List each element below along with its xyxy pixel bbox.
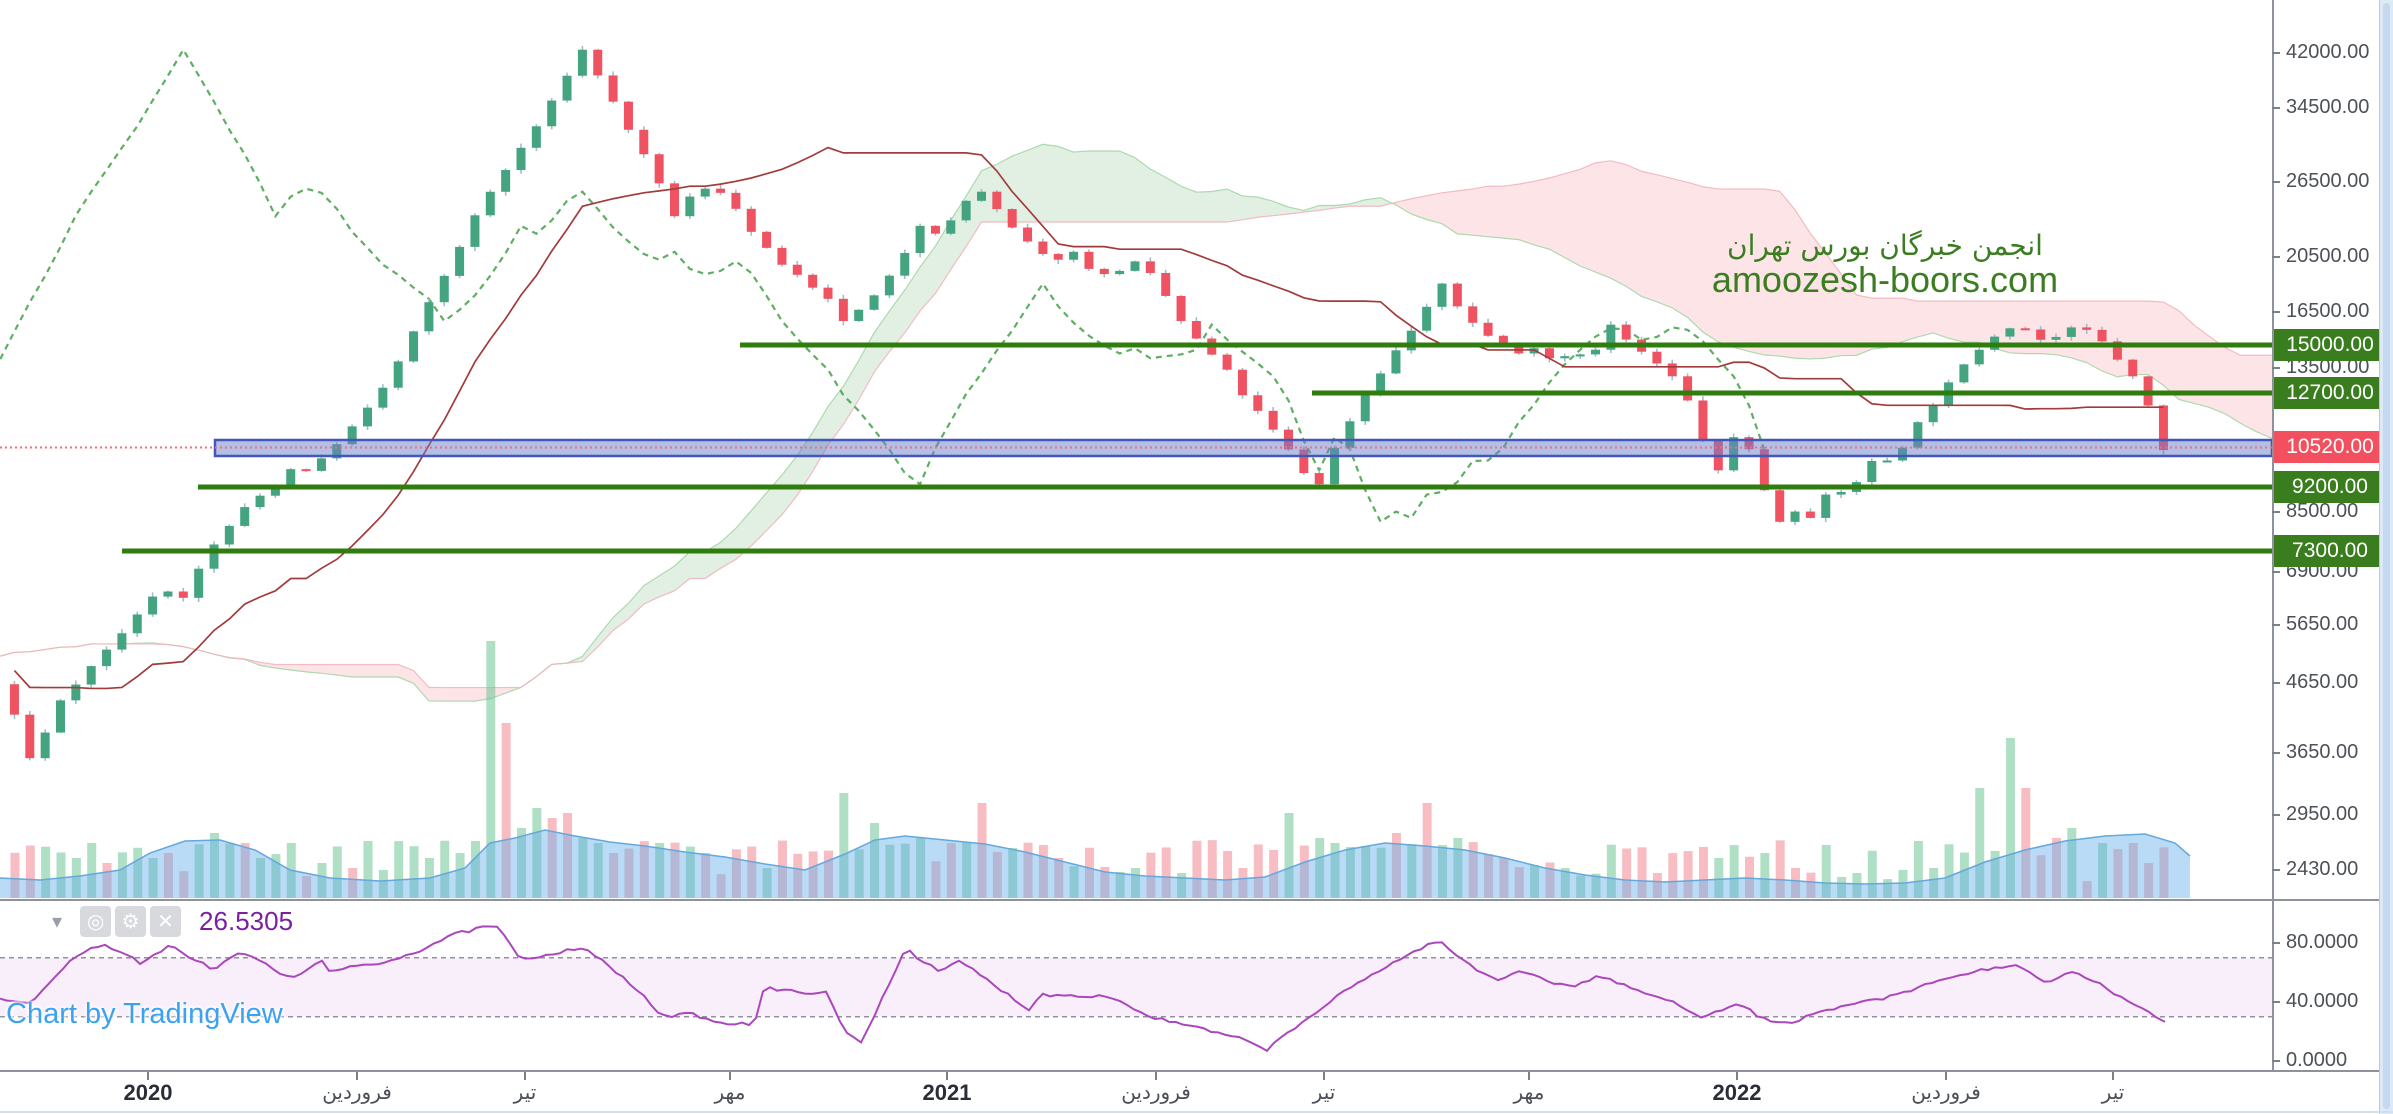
y-axis-tick [2272,52,2280,54]
x-axis-label: فروردین [1121,1082,1191,1104]
pane-separator[interactable] [0,899,2393,901]
rsi-pane[interactable] [0,925,2272,1053]
y-axis-tick [2272,367,2280,369]
watermark-line1: انجمن خبرگان بورس تهران [1727,229,2043,262]
price-line-label: 10520.00 [2274,431,2386,463]
price-zone-rectangle[interactable] [213,438,2272,458]
y-axis-tick [2272,511,2280,513]
right-scroll-strip[interactable] [2379,0,2393,1114]
y-axis-label: 16500.00 [2286,300,2370,322]
x-axis-tick [1323,1072,1325,1080]
watermark: انجمن خبرگان بورس تهران amoozesh-boors.c… [1690,230,2080,298]
volume-ma-area [0,830,2190,898]
y-axis-tick [2272,814,2280,816]
x-axis-tick [946,1072,948,1080]
rsi-value: 26.5305 [199,906,294,936]
x-axis-label: فروردین [1911,1082,1981,1104]
tradingview-credit-link[interactable]: Chart by TradingView [6,998,283,1030]
y-axis-tick [2272,1060,2280,1062]
y-axis-label: 26500.00 [2286,170,2370,192]
y-axis-tick [2272,311,2280,313]
x-axis-tick [356,1072,358,1080]
x-axis-label: تیر [2101,1082,2125,1104]
price-line-label: 9200.00 [2274,471,2386,503]
volume-bars [10,641,2169,898]
y-axis-tick [2272,107,2280,109]
y-axis-tick [2272,624,2280,626]
y-axis-label: 40.0000 [2286,990,2359,1012]
time-axis-border [0,1070,2393,1072]
close-icon[interactable]: ✕ [150,906,182,937]
collapse-pane-icon[interactable]: ▾ [52,911,63,933]
price-axis-border [2272,0,2274,1071]
y-axis-tick [2272,682,2280,684]
y-axis-label: 5650.00 [2286,613,2359,635]
x-axis-label: مهر [714,1082,746,1104]
y-axis-label: 80.0000 [2286,931,2359,953]
x-axis-label: تیر [513,1082,537,1104]
y-axis-label: 42000.00 [2286,41,2370,63]
x-axis-tick [1736,1072,1738,1080]
price-line-label: 12700.00 [2274,377,2386,409]
main-chart-pane[interactable] [0,45,2286,898]
x-axis-label: مهر [1513,1082,1545,1104]
x-axis-tick [729,1072,731,1080]
senkou-a-line [0,143,2272,702]
y-axis-label: 2430.00 [2286,858,2359,880]
y-axis-label: 20500.00 [2286,245,2370,267]
y-axis-label: 4650.00 [2286,671,2359,693]
senkou-b-line [0,160,2272,689]
watermark-line2: amoozesh-boors.com [1711,259,2059,300]
rsi-band [0,957,2272,1017]
y-axis-label: 34500.00 [2286,96,2370,118]
x-axis-tick [1528,1072,1530,1080]
x-axis-tick [524,1072,526,1080]
y-axis-tick [2272,942,2280,944]
x-axis-tick [1945,1072,1947,1080]
x-axis-tick [2112,1072,2114,1080]
y-axis-tick [2272,256,2280,258]
y-axis-label: 8500.00 [2286,500,2359,522]
x-axis-tick [147,1072,149,1080]
x-axis-label: فروردین [322,1082,392,1104]
price-line-label: 7300.00 [2274,535,2386,567]
y-axis-tick [2272,1001,2280,1003]
rsi-line [0,925,2166,1053]
y-axis-tick [2272,752,2280,754]
visibility-icon[interactable]: ◎ [80,906,112,937]
x-axis-label: 2020 [123,1080,173,1105]
y-axis-label: 13500.00 [2286,356,2370,378]
x-axis-label: تیر [1312,1082,1336,1104]
y-axis-label: 3650.00 [2286,741,2359,763]
ichimoku-cloud [0,143,2272,702]
kijun-line [13,146,2164,690]
rsi-indicator-header: ▾ ◎ ⚙ ✕ 26.5305 [52,906,293,937]
y-axis-tick [2272,869,2280,871]
y-axis-tick [2272,571,2280,573]
bottom-edge-line [0,1111,2393,1113]
x-axis-label: 2022 [1712,1080,1762,1105]
y-axis-label: 2950.00 [2286,803,2359,825]
x-axis-tick [1155,1072,1157,1080]
y-axis-tick [2272,181,2280,183]
volume-ma-line [0,829,2191,885]
scrollbar-handle[interactable] [2383,3,2390,1109]
price-line-label: 15000.00 [2274,329,2386,361]
y-axis-label: 0.0000 [2286,1049,2348,1071]
x-axis-label: 2021 [922,1080,972,1105]
settings-icon[interactable]: ⚙ [115,906,147,937]
